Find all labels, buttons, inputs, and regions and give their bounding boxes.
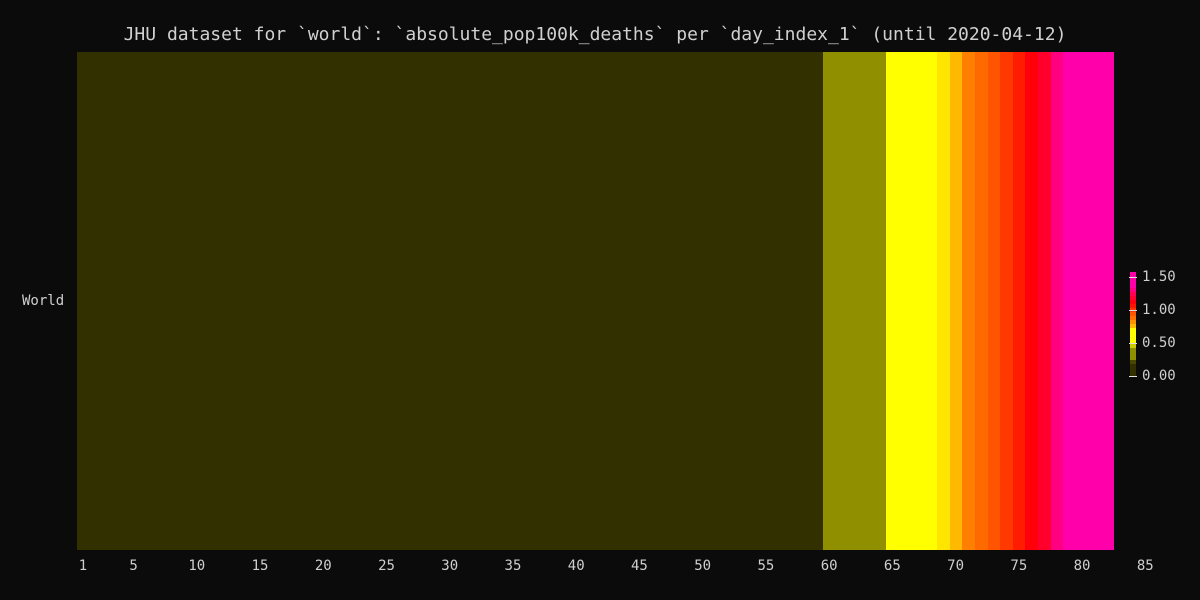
colorbar-segment xyxy=(1130,344,1136,348)
colorbar-segment xyxy=(1130,316,1136,320)
colorbar-segment xyxy=(1130,292,1136,296)
colorbar-tick-mark xyxy=(1129,376,1137,377)
x-tick-label: 65 xyxy=(883,558,901,574)
colorbar-segment xyxy=(1130,352,1136,356)
chart-title: JHU dataset for `world`: `absolute_pop10… xyxy=(123,24,1067,45)
x-tick-label: 70 xyxy=(947,558,965,574)
x-tick-label: 50 xyxy=(694,558,712,574)
x-tick-label: 1 xyxy=(78,558,88,574)
colorbar-segment xyxy=(1130,288,1136,292)
colorbar-segment xyxy=(1130,328,1136,332)
colorbar-segment xyxy=(1130,372,1136,376)
colorbar-tick-label: 0.50 xyxy=(1142,335,1176,351)
x-tick-label: 15 xyxy=(251,558,269,574)
colorbar-segment xyxy=(1130,368,1136,372)
colorbar-segment xyxy=(1130,296,1136,300)
colorbar-tick-mark xyxy=(1129,310,1137,311)
heatmap-cell xyxy=(1101,52,1114,550)
colorbar-tick-label: 0.00 xyxy=(1142,368,1176,384)
colorbar-segment xyxy=(1130,340,1136,344)
row-label-world: World xyxy=(22,293,65,309)
colorbar-segment xyxy=(1130,300,1136,304)
colorbar-segment xyxy=(1130,312,1136,316)
colorbar-segment xyxy=(1130,280,1136,284)
colorbar-segment xyxy=(1130,276,1136,280)
x-tick-label: 35 xyxy=(504,558,522,574)
colorbar-segment xyxy=(1130,360,1136,364)
x-tick-label: 85 xyxy=(1136,558,1154,574)
x-tick-label: 40 xyxy=(567,558,585,574)
colorbar-segment xyxy=(1130,332,1136,336)
colorbar-segment xyxy=(1130,272,1136,276)
x-tick-label: 45 xyxy=(631,558,648,574)
colorbar-tick-label: 1.00 xyxy=(1142,302,1176,318)
heatmap-plot-area xyxy=(77,52,1114,550)
x-tick-label: 55 xyxy=(757,558,775,574)
colorbar-segment xyxy=(1130,304,1136,308)
x-tick-label: 25 xyxy=(378,558,395,574)
colorbar-segment xyxy=(1130,348,1136,352)
colorbar-segment xyxy=(1130,336,1136,340)
colorbar-segment xyxy=(1130,364,1136,368)
x-tick-label: 60 xyxy=(820,558,838,574)
colorbar-tick-label: 1.50 xyxy=(1142,269,1176,285)
colorbar-tick-mark xyxy=(1129,277,1137,278)
colorbar-segment xyxy=(1130,356,1136,360)
x-tick-label: 5 xyxy=(129,558,138,574)
x-tick-label: 80 xyxy=(1073,558,1091,574)
x-tick-label: 30 xyxy=(441,558,459,574)
x-tick-label: 75 xyxy=(1010,558,1028,574)
colorbar-segment xyxy=(1130,324,1136,328)
colorbar xyxy=(1130,272,1136,376)
colorbar-segment xyxy=(1130,284,1136,288)
colorbar-tick-mark xyxy=(1129,343,1137,344)
x-tick-label: 10 xyxy=(188,558,206,574)
x-tick-label: 20 xyxy=(314,558,332,574)
colorbar-segment xyxy=(1130,320,1136,324)
